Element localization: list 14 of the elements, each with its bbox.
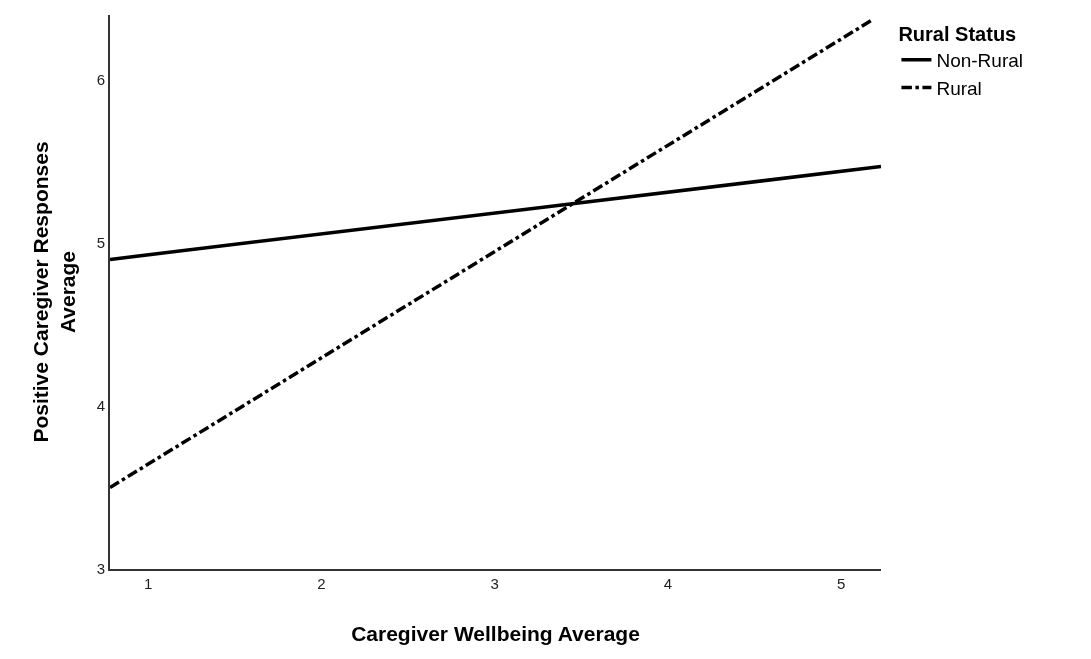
legend-title: Rural Status bbox=[898, 23, 1017, 45]
y-tick-label: 6 bbox=[96, 71, 105, 89]
x-axis-title: Caregiver Wellbeing Average bbox=[351, 621, 640, 645]
y-tick-label: 5 bbox=[96, 234, 105, 252]
x-tick-label: 2 bbox=[317, 575, 326, 592]
x-tick-label: 3 bbox=[490, 575, 499, 592]
y-axis-title: Positive Caregiver Responses Average bbox=[29, 141, 80, 443]
legend-label: Non-Rural bbox=[936, 50, 1024, 72]
x-tick-label: 5 bbox=[836, 575, 846, 592]
y-tick-label: 4 bbox=[96, 397, 105, 415]
x-tick-label: 4 bbox=[663, 575, 673, 592]
x-tick-label: 1 bbox=[143, 575, 153, 592]
legend-label: Rural bbox=[936, 77, 982, 99]
y-tick-label: 3 bbox=[96, 560, 105, 578]
